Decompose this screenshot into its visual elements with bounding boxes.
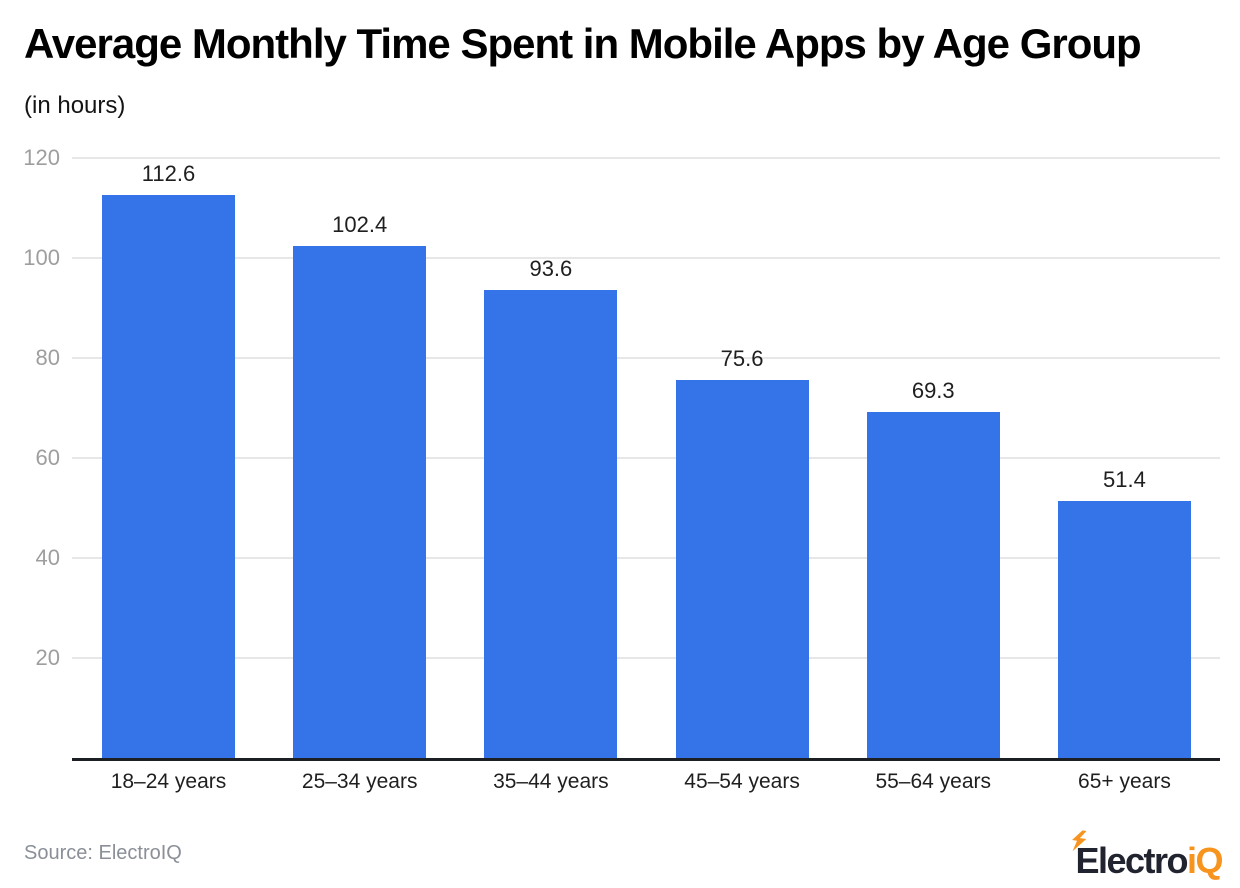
bar-65+ years: 51.4 (1057, 467, 1191, 758)
bar-series: 112.6 102.4 93.6 75.6 69.3 51.4 (72, 158, 1220, 758)
y-tick-label-80: 80 (35, 345, 60, 371)
plot-area: 112.6 102.4 93.6 75.6 69.3 51.4 (72, 157, 1220, 761)
y-tick-label-100: 100 (23, 245, 60, 270)
x-category-label: 18–24 years (110, 770, 227, 793)
bar-55–64 years: 69.3 (866, 378, 1000, 758)
x-axis-line (72, 758, 1220, 761)
logo-text-dark: Electro (1075, 840, 1188, 881)
brand-logo: ElectroiQ (1072, 830, 1224, 882)
y-tick-label-20: 20 (35, 645, 60, 671)
x-category-label: 45–54 years (684, 770, 800, 793)
bar-value-label: 93.6 (529, 256, 573, 281)
gridline-80 (72, 357, 1220, 360)
source-label: Source: ElectroIQ (24, 842, 182, 864)
gridline-60 (72, 457, 1220, 459)
y-tick-label-40: 40 (35, 545, 60, 571)
lightning-bolt-icon (1072, 830, 1087, 852)
bar-45–54 years: 75.6 (675, 346, 809, 758)
x-axis-labels: 18–24 years 25–34 years 35–44 years 45–54 y… (72, 770, 1220, 794)
logo-text-orange: iQ (1186, 840, 1224, 881)
y-axis-labels: 20 40 60 80 100 120 (0, 146, 60, 758)
bar-value-label: 75.6 (720, 346, 764, 371)
gridline-100 (72, 257, 1220, 259)
gridline-120 (72, 157, 1220, 159)
x-category-label: 25–34 years (301, 770, 418, 793)
y-tick-label-120: 120 (23, 145, 60, 170)
chart-subtitle: (in hours) (24, 92, 126, 119)
bar-value-label: 51.4 (1103, 467, 1146, 492)
bar-value-label: 69.3 (911, 377, 955, 403)
bar-value-label: 102.4 (332, 212, 388, 237)
x-category-label: 35–44 years (493, 770, 609, 793)
x-category-label: 55–64 years (875, 770, 992, 793)
bar-35–44 years: 93.6 (484, 256, 618, 758)
bar-25–34 years: 102.4 (293, 212, 427, 758)
bar-18–24 years: 112.6 (102, 161, 235, 758)
x-category-label: 65+ years (1078, 770, 1171, 793)
chart-title: Average Monthly Time Spent in Mobile App… (24, 20, 1142, 67)
y-tick-label-60: 60 (35, 445, 60, 470)
gridline-40 (72, 557, 1220, 560)
bar-value-label: 112.6 (141, 161, 196, 186)
gridline-20 (72, 657, 1220, 660)
